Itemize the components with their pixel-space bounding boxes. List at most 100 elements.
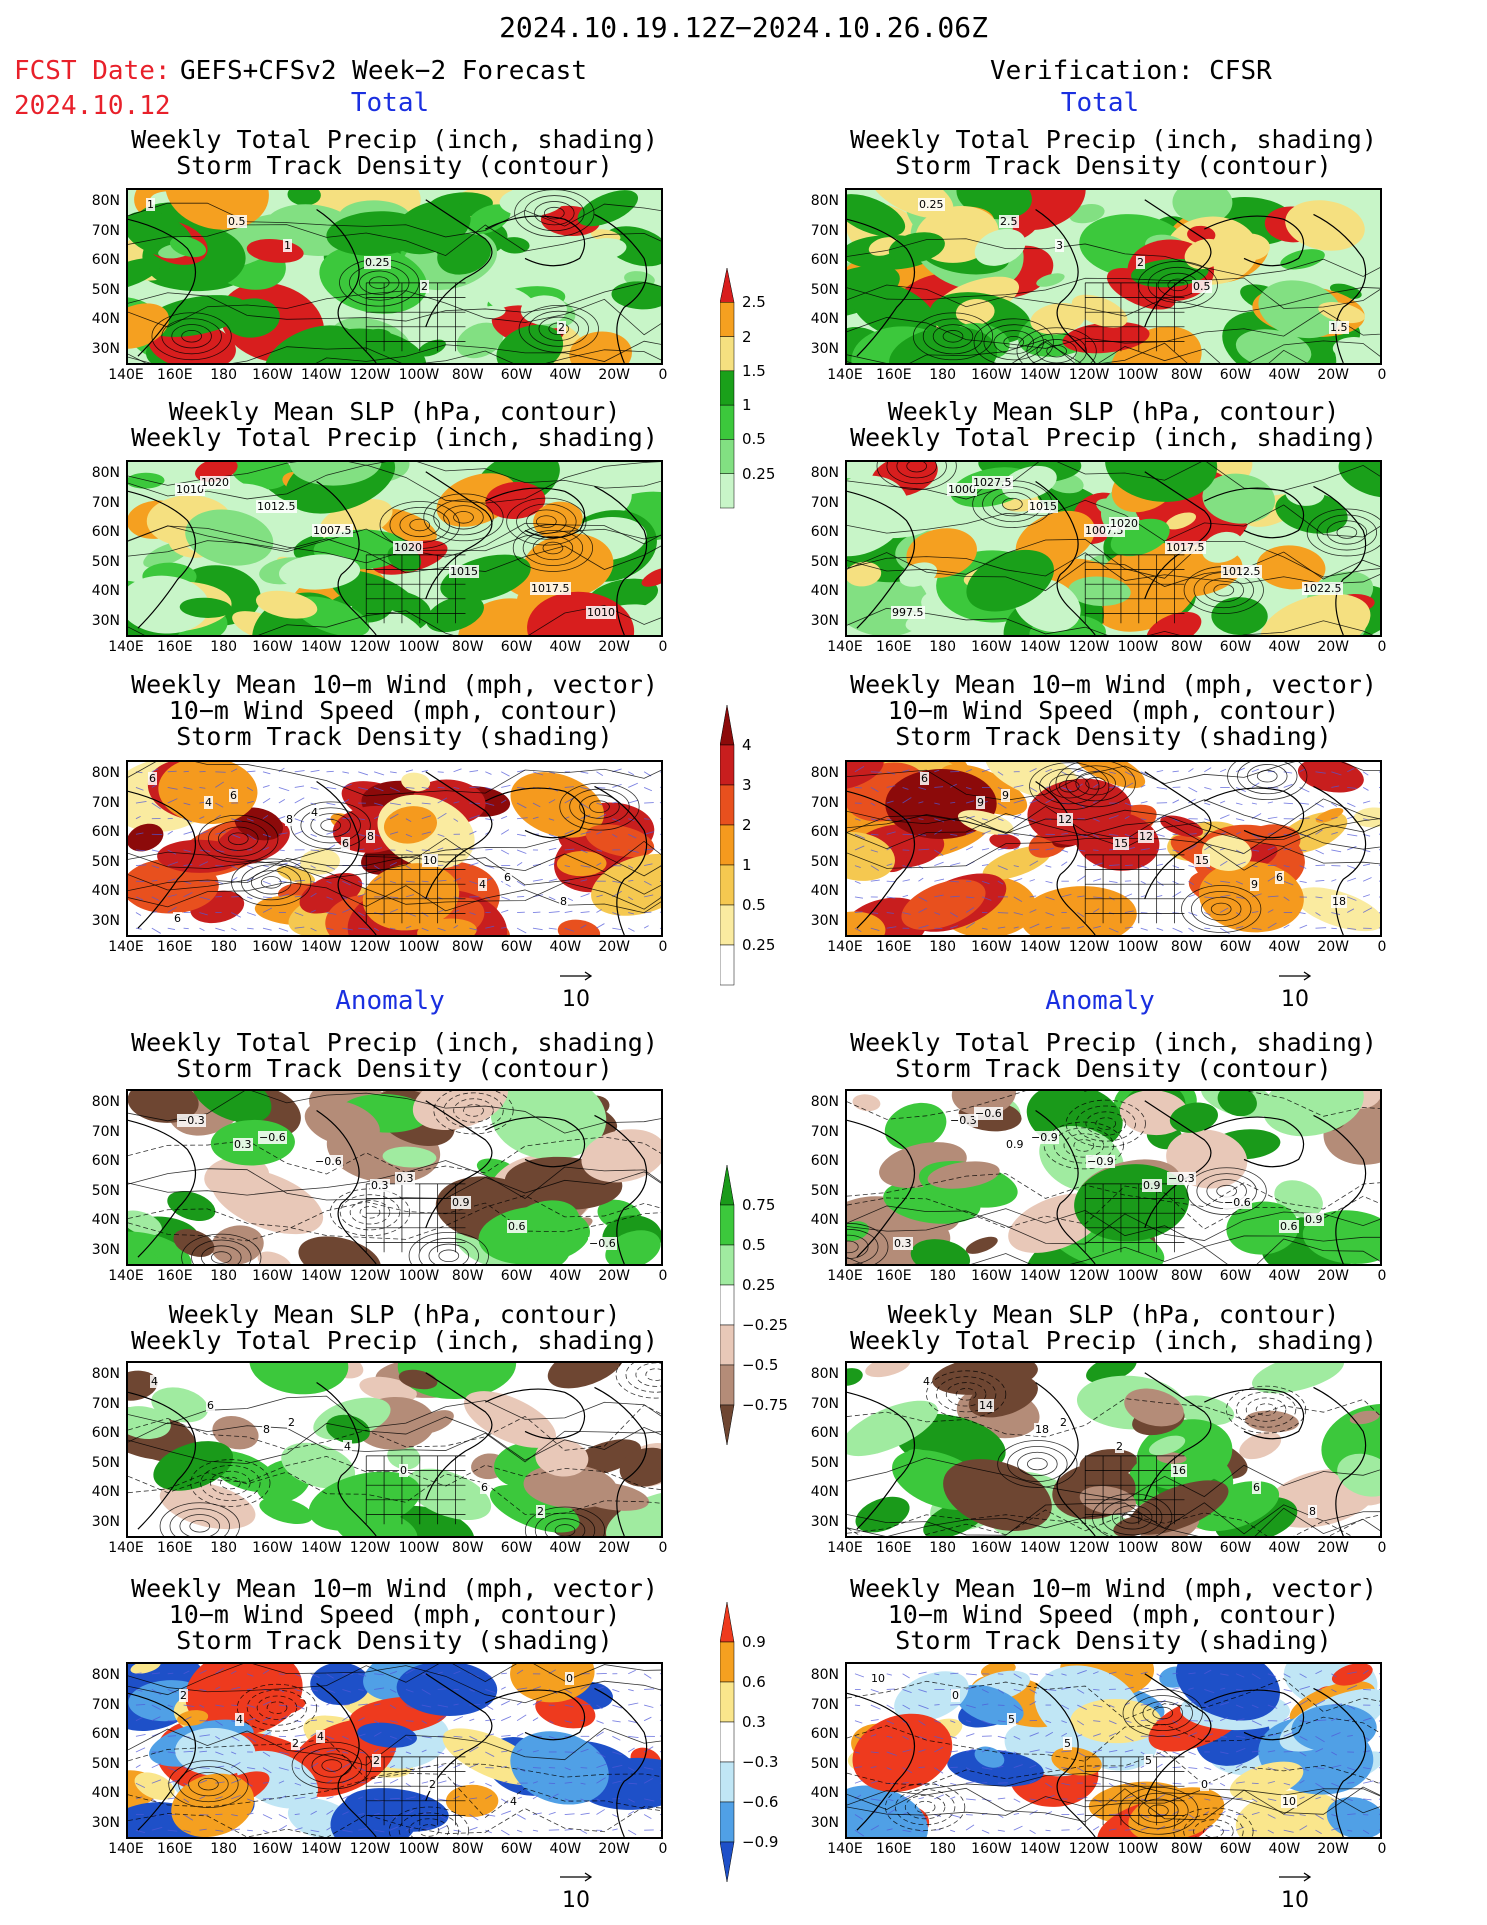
lon-tick-label: 140E (827, 1540, 863, 1556)
contour-label: 2 (287, 1416, 296, 1429)
lat-tick-label: 30N (810, 1241, 839, 1258)
verif-total-slp-precip-title: Weekly Mean SLP (hPa, contour) Weekly To… (850, 397, 1377, 452)
verif-total-precip-storm-map (845, 188, 1382, 365)
contour-label: 0.3 (370, 1179, 390, 1192)
contour-label: 9 (1250, 878, 1259, 891)
contour-label: 0.5 (1192, 280, 1212, 293)
section-anomaly-right: Anomaly (1045, 986, 1155, 1016)
lon-tick-label: 140W (300, 939, 342, 955)
lon-tick-label: 40W (1268, 639, 1301, 655)
lat-tick-label: 70N (810, 794, 839, 811)
lon-tick-label: 40W (549, 1540, 582, 1556)
lon-tick-label: 80W (1170, 639, 1203, 655)
contour-label: 6 (341, 837, 350, 850)
lon-tick-label: 0 (1377, 639, 1387, 655)
lon-tick-label: 40W (549, 367, 582, 383)
lon-tick-label: 160E (876, 1268, 912, 1284)
lon-tick-label: 100W (398, 1841, 440, 1857)
lat-tick-label: 70N (91, 222, 120, 239)
lon-tick-label: 160E (157, 1268, 193, 1284)
lat-tick-label: 40N (91, 1785, 120, 1801)
lon-tick-label: 80W (451, 1268, 484, 1284)
colorbar-swatch (719, 1284, 735, 1326)
contour-label: 15 (1113, 837, 1129, 850)
fcst-total-wind-storm-title: Weekly Mean 10−m Wind (mph, vector) 10−m… (131, 670, 658, 751)
contour-label: 0 (399, 1464, 408, 1477)
contour-label: 4 (922, 1375, 931, 1388)
lon-tick-label: 140E (827, 367, 863, 383)
contour-label: 1012.5 (1221, 565, 1262, 578)
lat-tick-label: 30N (91, 1814, 120, 1831)
lat-tick-label: 50N (91, 853, 120, 870)
lon-tick-label: 0 (1377, 1841, 1387, 1857)
colorbar-swatch (719, 1164, 735, 1206)
fcst-anom-slp-precip-map (126, 1361, 663, 1538)
lon-tick-label: 80W (1170, 939, 1203, 955)
lat-tick-label: 60N (91, 1153, 120, 1169)
lon-tick-label: 160E (157, 639, 193, 655)
lon-tick-label: 160W (252, 1268, 293, 1284)
verif-total-wind-storm-title: Weekly Mean 10−m Wind (mph, vector) 10−m… (850, 670, 1377, 751)
contour-label: −0.6 (974, 1107, 1003, 1120)
fcst-total-precip-storm-title: Weekly Total Precip (inch, shading) Stor… (131, 125, 658, 180)
section-anomaly-left: Anomaly (335, 986, 445, 1016)
vector-reference: 10 (558, 1863, 594, 1913)
lon-tick-label: 160E (157, 1841, 193, 1857)
colorbar-tick-label: −0.9 (742, 1833, 779, 1851)
lon-tick-label: 120W (349, 367, 391, 383)
lat-tick-label: 50N (91, 1755, 120, 1772)
lon-tick-label: 100W (398, 367, 440, 383)
colorbar-tick-label: −0.75 (742, 1396, 788, 1414)
lon-tick-label: 140E (827, 1268, 863, 1284)
lon-tick-label: 140W (300, 1841, 342, 1857)
contour-label: 12 (1138, 830, 1154, 843)
contour-label: 4 (310, 806, 319, 819)
lon-tick-label: 160E (157, 939, 193, 955)
lat-tick-label: 70N (810, 494, 839, 511)
contour-label: 2 (536, 1505, 545, 1518)
colorbar-tick-label: 4 (742, 736, 752, 754)
lon-tick-label: 80W (451, 1841, 484, 1857)
lat-tick-label: 80N (810, 1667, 839, 1683)
lon-tick-label: 80W (1170, 1268, 1203, 1284)
contour-label: 1017.5 (1165, 541, 1206, 554)
lat-tick-label: 80N (91, 465, 120, 481)
lat-tick-label: 50N (810, 1755, 839, 1772)
lon-tick-label: 160W (971, 639, 1012, 655)
colorbar-swatch (719, 1404, 735, 1446)
colorbar-swatch (719, 1364, 735, 1406)
lon-tick-label: 100W (398, 939, 440, 955)
contour-label: 0 (1200, 1778, 1209, 1791)
lon-tick-label: 120W (1068, 1268, 1110, 1284)
fcst-anom-wind-storm-map (126, 1662, 663, 1839)
lon-tick-label: 140W (1019, 367, 1061, 383)
lat-tick-label: 40N (91, 1212, 120, 1228)
contour-label: 1012.5 (256, 500, 297, 513)
lon-tick-label: 140W (1019, 1268, 1061, 1284)
verif-anom-wind-storm-title: Weekly Mean 10−m Wind (mph, vector) 10−m… (850, 1574, 1377, 1655)
contour-label: 14 (978, 1399, 994, 1412)
reference-arrow-icon (1279, 1872, 1312, 1882)
contour-label: 1015 (449, 565, 479, 578)
lat-tick-label: 60N (810, 1153, 839, 1169)
lon-tick-label: 160W (971, 939, 1012, 955)
contour-label: 10 (1281, 1795, 1297, 1808)
colorbar-tick-label: 1 (742, 396, 752, 415)
colorbar-tick-label: 2 (742, 816, 752, 834)
lon-tick-label: 0 (1377, 367, 1387, 383)
contour-label: −0.6 (1223, 1196, 1252, 1209)
contour-label: 16 (1171, 1464, 1187, 1477)
lon-tick-label: 120W (349, 1540, 391, 1556)
lon-tick-label: 120W (349, 639, 391, 655)
colorbar-tick-label: 0.3 (742, 1713, 766, 1731)
lon-tick-label: 160E (157, 367, 193, 383)
contour-label: 4 (478, 878, 487, 891)
lon-tick-label: 140E (108, 639, 144, 655)
contour-label: 2.5 (999, 215, 1019, 228)
fcst-anom-precip-storm-title: Weekly Total Precip (inch, shading) Stor… (131, 1028, 658, 1083)
colorbar-tick-label: 2 (742, 327, 752, 346)
contour-label: 2 (420, 280, 429, 293)
contour-label: 997.5 (891, 606, 925, 619)
fcst-total-wind-storm-map (126, 760, 663, 937)
lon-tick-label: 180 (929, 1841, 956, 1857)
